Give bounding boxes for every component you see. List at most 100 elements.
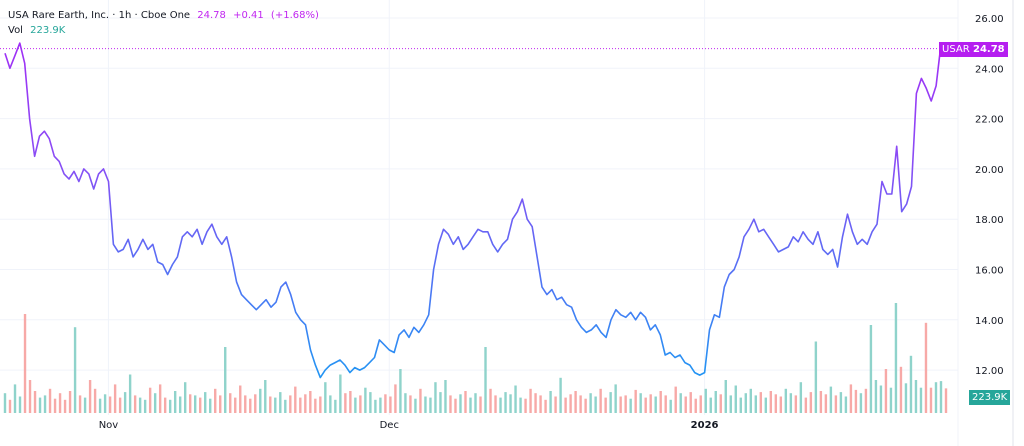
volume-bar (33, 391, 37, 413)
volume-bar (409, 395, 412, 413)
volume-bar (819, 391, 823, 413)
volume-bar (279, 392, 282, 413)
volume-bar (58, 393, 62, 413)
volume-bar (874, 380, 878, 413)
volume-bar (78, 395, 82, 413)
volume-bar (844, 396, 848, 413)
volume-bar (664, 395, 667, 413)
volume-bar (68, 391, 72, 413)
volume-bar (749, 388, 752, 413)
volume-bar (499, 397, 502, 413)
volume-bar (18, 396, 22, 413)
volume-bar (604, 397, 607, 413)
volume-bar (28, 380, 32, 413)
volume-bar (754, 395, 757, 413)
volume-bar (804, 397, 808, 413)
volume-bar (254, 394, 257, 413)
volume-bar (103, 394, 107, 413)
volume-bar (559, 377, 562, 413)
volume-bar (369, 392, 372, 413)
volume-bar (674, 386, 677, 413)
volume-bar (849, 384, 853, 413)
volume-bar (239, 385, 242, 413)
volume-bar (824, 394, 828, 413)
volume-bar (349, 391, 352, 413)
volume-bar (299, 397, 302, 413)
volume-bar (479, 396, 482, 413)
y-tick-label: 26.00 (975, 14, 1004, 25)
volume-bar (619, 396, 622, 413)
volume-bar (834, 395, 838, 413)
volume-bar (133, 395, 137, 413)
volume-bar (284, 399, 287, 413)
volume-bar (759, 392, 763, 413)
volume-bar (384, 394, 387, 413)
volume-bar (73, 327, 77, 413)
price-axis[interactable]: 26.00 24.00 22.00 20.00 18.00 16.00 14.00 12.00 (975, 14, 1004, 377)
volume-bar (814, 341, 818, 413)
time-axis[interactable]: Nov Dec 2026 (99, 420, 719, 431)
symbol-name[interactable]: USA Rare Earth, Inc. (8, 10, 110, 21)
volume-bar (894, 303, 898, 413)
volume-bar (584, 398, 587, 413)
y-tick-label: 16.00 (975, 266, 1004, 277)
volume-bar (88, 380, 92, 413)
volume-bar (539, 395, 542, 413)
last-price-tag: 24.78 (970, 42, 1008, 57)
volume-bar (118, 397, 122, 413)
volume-bar (784, 388, 788, 413)
volume-bar (434, 382, 437, 413)
volume-bar (143, 399, 147, 413)
volume-bar (594, 396, 597, 413)
volume-bar (389, 396, 392, 413)
volume-bar (63, 399, 67, 413)
volume-bar (689, 392, 692, 413)
volume-bar (509, 394, 512, 413)
volume-bar (544, 399, 547, 413)
volume-bar (344, 393, 347, 413)
x-tick-label: 2026 (691, 420, 719, 431)
volume-bar (719, 394, 722, 413)
volume-bar (38, 397, 42, 413)
volume-bar (634, 389, 637, 413)
volume-bar (219, 395, 222, 413)
volume-bar (48, 388, 52, 413)
volume-bar (359, 395, 362, 413)
volume-bar (944, 388, 948, 413)
volume-bar (614, 384, 617, 413)
exchange: Cboe One (140, 10, 191, 21)
volume-bar (919, 387, 923, 413)
volume-bar (714, 391, 717, 413)
volume-bar (709, 397, 712, 413)
volume-bar (329, 395, 332, 413)
volume-bar (259, 388, 262, 413)
volume-bar (899, 366, 903, 413)
volume-bar (639, 393, 642, 413)
volume-bar (183, 382, 187, 413)
volume-bar (364, 387, 367, 413)
y-tick-label: 14.00 (975, 316, 1004, 327)
last-price: 24.78 (197, 10, 226, 21)
volume-bar (579, 395, 582, 413)
price-line-series (4, 42, 947, 379)
volume-row: Vol 223.9K (8, 23, 319, 38)
volume-bar (43, 395, 47, 413)
separator: · (134, 10, 138, 21)
volume-bar (534, 393, 537, 413)
volume-bar (419, 388, 422, 413)
volume-bar (669, 399, 672, 413)
volume-bar (414, 398, 417, 413)
chart-legend: USA Rare Earth, Inc. · 1h · Cboe One 24.… (8, 8, 319, 38)
volume-bar (529, 388, 532, 413)
volume-bar (494, 395, 497, 413)
volume-bar (764, 397, 768, 413)
volume-bar (304, 394, 307, 413)
volume-bar (449, 395, 452, 413)
volume-bar (519, 397, 522, 413)
volume-bar (163, 397, 167, 413)
volume-bar (234, 397, 237, 413)
y-tick-label: 24.00 (975, 64, 1004, 75)
volume-bar (319, 396, 322, 413)
volume-bar (269, 396, 272, 413)
